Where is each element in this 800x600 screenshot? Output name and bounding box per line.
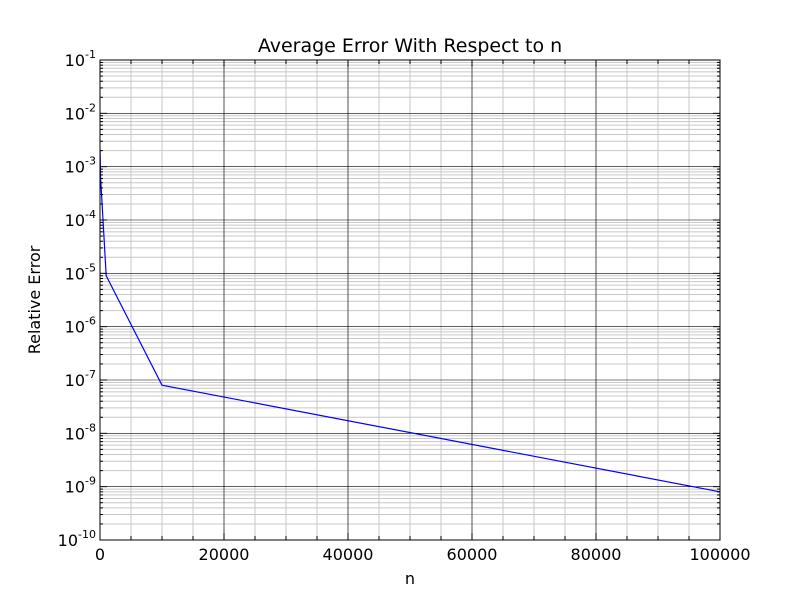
x-tick-label: 40000	[323, 545, 374, 564]
x-axis-label: n	[405, 569, 415, 588]
x-tick-label: 80000	[571, 545, 622, 564]
chart-title: Average Error With Respect to n	[258, 35, 562, 57]
y-tick-label: 10-3	[65, 155, 96, 177]
y-tick-labels: 10-10 10-9 10-8 10-7 10-6 10-5 10-4 10-3 10-2 10-…	[58, 48, 96, 550]
x-tick-labels: 0 20000 40000 60000 80000 100000	[95, 545, 751, 564]
y-tick-label: 10-7	[65, 368, 96, 390]
y-tick-label: 10-8	[65, 421, 96, 443]
y-axis-label: Relative Error	[25, 245, 44, 354]
x-tick-label: 100000	[689, 545, 750, 564]
x-tick-label: 20000	[199, 545, 250, 564]
y-tick-label: 10-6	[65, 315, 96, 337]
x-tick-label: 60000	[447, 545, 498, 564]
tick-marks	[99, 59, 721, 541]
minor-grid	[100, 60, 720, 540]
y-tick-label: 10-10	[58, 528, 96, 550]
y-tick-label: 10-9	[65, 475, 96, 497]
y-tick-label: 10-5	[65, 261, 96, 283]
y-tick-label: 10-4	[65, 208, 96, 230]
x-tick-label: 0	[95, 545, 105, 564]
y-tick-label: 10-1	[65, 48, 96, 70]
y-tick-label: 10-2	[65, 101, 96, 123]
